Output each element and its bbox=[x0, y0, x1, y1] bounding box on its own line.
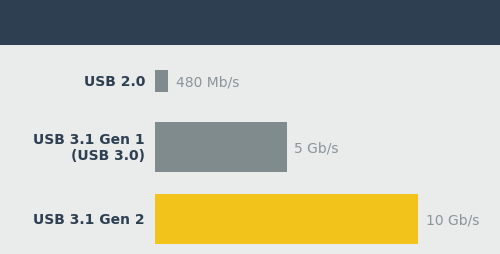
Text: USB 2.0: USB 2.0 bbox=[84, 75, 145, 89]
Bar bbox=[0, 0, 500, 46]
Bar bbox=[155, 122, 286, 172]
Text: USB 3.1 Gen 1
(USB 3.0): USB 3.1 Gen 1 (USB 3.0) bbox=[34, 132, 145, 163]
Text: 10 Gb/s: 10 Gb/s bbox=[426, 212, 480, 226]
Bar bbox=[155, 71, 168, 93]
Text: USB 3.1 Gen 2: USB 3.1 Gen 2 bbox=[34, 212, 145, 226]
Text: 5 Gb/s: 5 Gb/s bbox=[294, 140, 339, 154]
Bar bbox=[155, 194, 418, 244]
Text: 480 Mb/s: 480 Mb/s bbox=[176, 75, 239, 89]
